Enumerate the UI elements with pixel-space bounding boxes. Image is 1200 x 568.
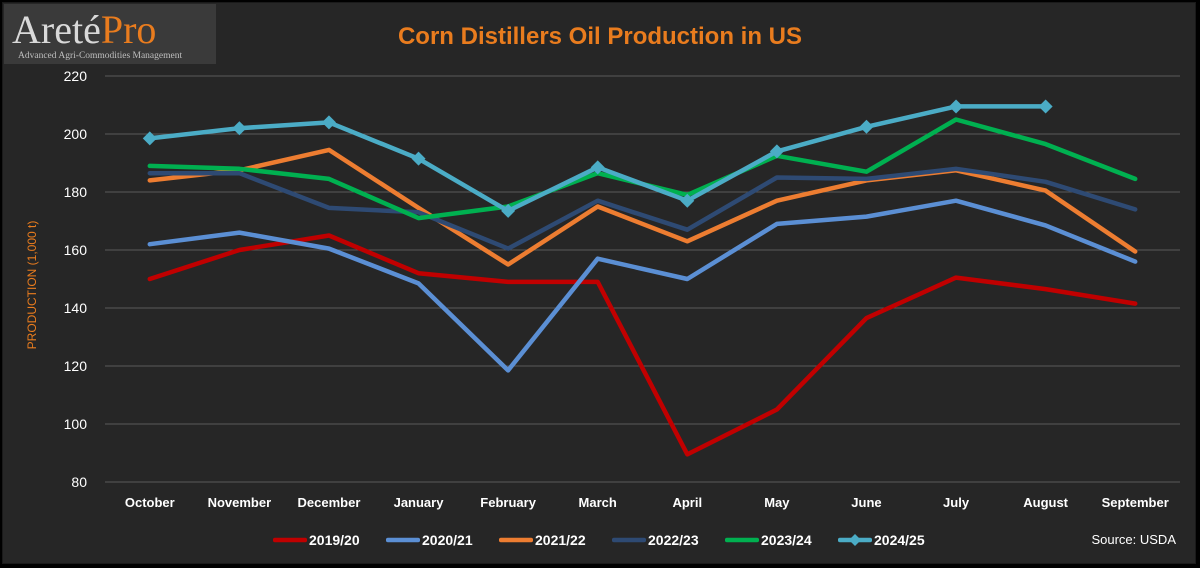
x-tick-label: November	[208, 495, 272, 510]
series-line-2019-20	[147, 233, 1138, 457]
legend-label: 2024/25	[874, 532, 925, 548]
y-tick-label: 160	[64, 242, 88, 258]
x-tick-label: February	[480, 495, 536, 510]
y-tick-label: 200	[64, 126, 88, 142]
x-tick-label: April	[672, 495, 702, 510]
logo-tagline: Advanced Agri-Commodities Management	[18, 51, 183, 61]
x-tick-label: September	[1102, 495, 1169, 510]
x-tick-label: May	[764, 495, 790, 510]
data-point-2024-25	[142, 131, 157, 146]
arete-pro-logo: AretéPro Advanced Agri-Commodities Manag…	[4, 4, 216, 64]
x-tick-label: January	[394, 495, 445, 510]
y-tick-label: 100	[64, 416, 88, 432]
logo-brand-accent: Pro	[100, 7, 157, 52]
legend-swatch	[725, 537, 759, 543]
source-note: Source: USDA	[1091, 532, 1176, 547]
x-tick-label: June	[851, 495, 881, 510]
data-point-2024-25	[501, 203, 516, 218]
data-point-2024-25	[859, 119, 874, 134]
x-tick-label: March	[579, 495, 617, 510]
data-point-2024-25	[321, 115, 336, 130]
legend-swatch	[612, 537, 646, 543]
series-line-2021-22	[147, 147, 1138, 267]
legend-label: 2023/24	[761, 532, 812, 548]
x-tick-label: December	[298, 495, 361, 510]
legend-swatch	[273, 537, 307, 543]
data-point-2024-25	[1038, 99, 1053, 114]
legend-swatch	[499, 537, 533, 543]
y-tick-label: 120	[64, 358, 88, 374]
y-tick-label: 80	[71, 474, 87, 490]
legend-label: 2021/22	[535, 532, 586, 548]
legend-label: 2022/23	[648, 532, 699, 548]
logo-brand: Areté	[12, 7, 101, 52]
legend-swatch	[838, 534, 872, 546]
x-tick-label: August	[1023, 495, 1068, 510]
y-tick-label: 220	[64, 68, 88, 84]
legend-swatch	[386, 537, 420, 543]
x-tick-label: October	[125, 495, 175, 510]
chart-title: Corn Distillers Oil Production in US	[397, 23, 803, 50]
data-point-2024-25	[949, 99, 964, 114]
data-point-2024-25	[769, 144, 784, 159]
y-tick-label: 140	[64, 300, 88, 316]
data-point-2024-25	[232, 121, 247, 136]
data-point-2024-25	[411, 151, 426, 166]
x-tick-label: July	[943, 495, 970, 510]
legend-label: 2019/20	[309, 532, 360, 548]
series-line-2020-21	[147, 198, 1138, 373]
data-point-2024-25	[590, 160, 605, 175]
y-tick-label: 180	[64, 184, 88, 200]
legend-swatch-marker	[849, 534, 861, 546]
legend-label: 2020/21	[422, 532, 473, 548]
data-point-2024-25	[680, 193, 695, 208]
series-line-2022-23	[147, 166, 1138, 251]
